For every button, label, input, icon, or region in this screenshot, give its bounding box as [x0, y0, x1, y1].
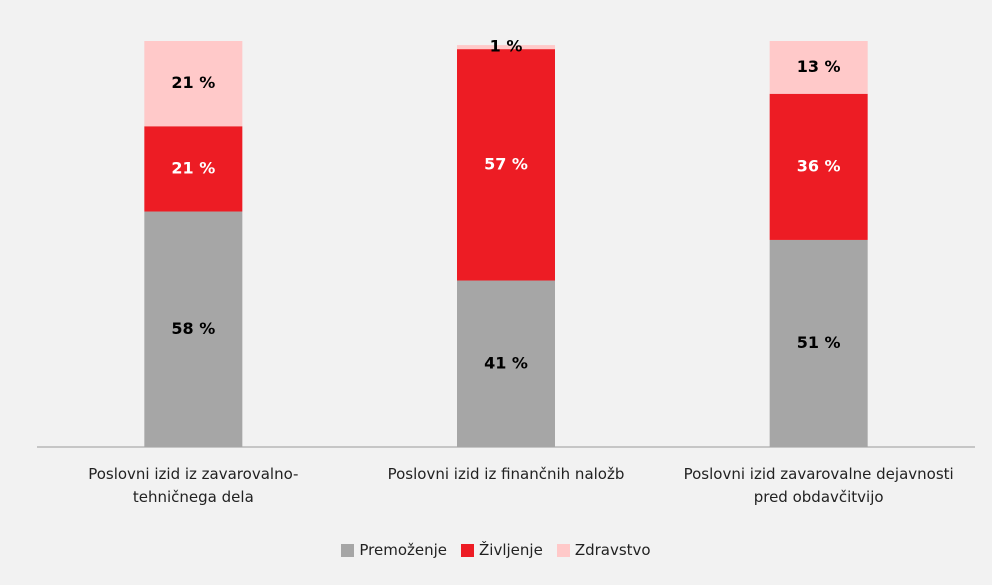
legend-swatch — [341, 543, 355, 557]
legend-swatch — [461, 543, 475, 557]
value-label: 36 % — [797, 156, 841, 175]
x-tick-label: Poslovni izid iz zavarovalno-tehničnega … — [88, 465, 299, 506]
legend-label: Premoženje — [359, 541, 448, 559]
bar-segment — [457, 45, 555, 50]
legend-item: Življenje — [461, 541, 543, 559]
value-label: 41 % — [484, 353, 528, 372]
value-label: 57 % — [484, 154, 528, 173]
legend-label: Življenje — [479, 541, 543, 559]
bar-segment — [144, 126, 243, 212]
legend-label: Zdravstvo — [574, 541, 651, 559]
legend-swatch — [556, 543, 570, 557]
legend-item: Premoženje — [341, 541, 447, 559]
bar-segment — [457, 280, 555, 447]
value-label: 51 % — [797, 333, 841, 352]
bar-segment — [769, 41, 868, 94]
value-label: 21 % — [171, 73, 215, 92]
value-label: 21 % — [171, 158, 215, 177]
bar-segment — [769, 93, 868, 240]
legend: Premoženje Življenje Zdravstvo — [0, 541, 992, 559]
value-label: 58 % — [171, 319, 215, 338]
value-label: 1 % — [490, 37, 523, 56]
bar-segment — [144, 211, 243, 447]
bar-segment — [769, 239, 868, 447]
bar-segment — [457, 49, 555, 281]
bar-segment — [144, 41, 243, 127]
x-tick-label: Poslovni izid zavarovalne dejavnosti pre… — [683, 465, 954, 506]
value-label: 13 % — [797, 57, 841, 76]
legend-item: Zdravstvo — [556, 541, 651, 559]
x-tick-label: Poslovni izid iz finančnih naložb — [387, 465, 625, 483]
